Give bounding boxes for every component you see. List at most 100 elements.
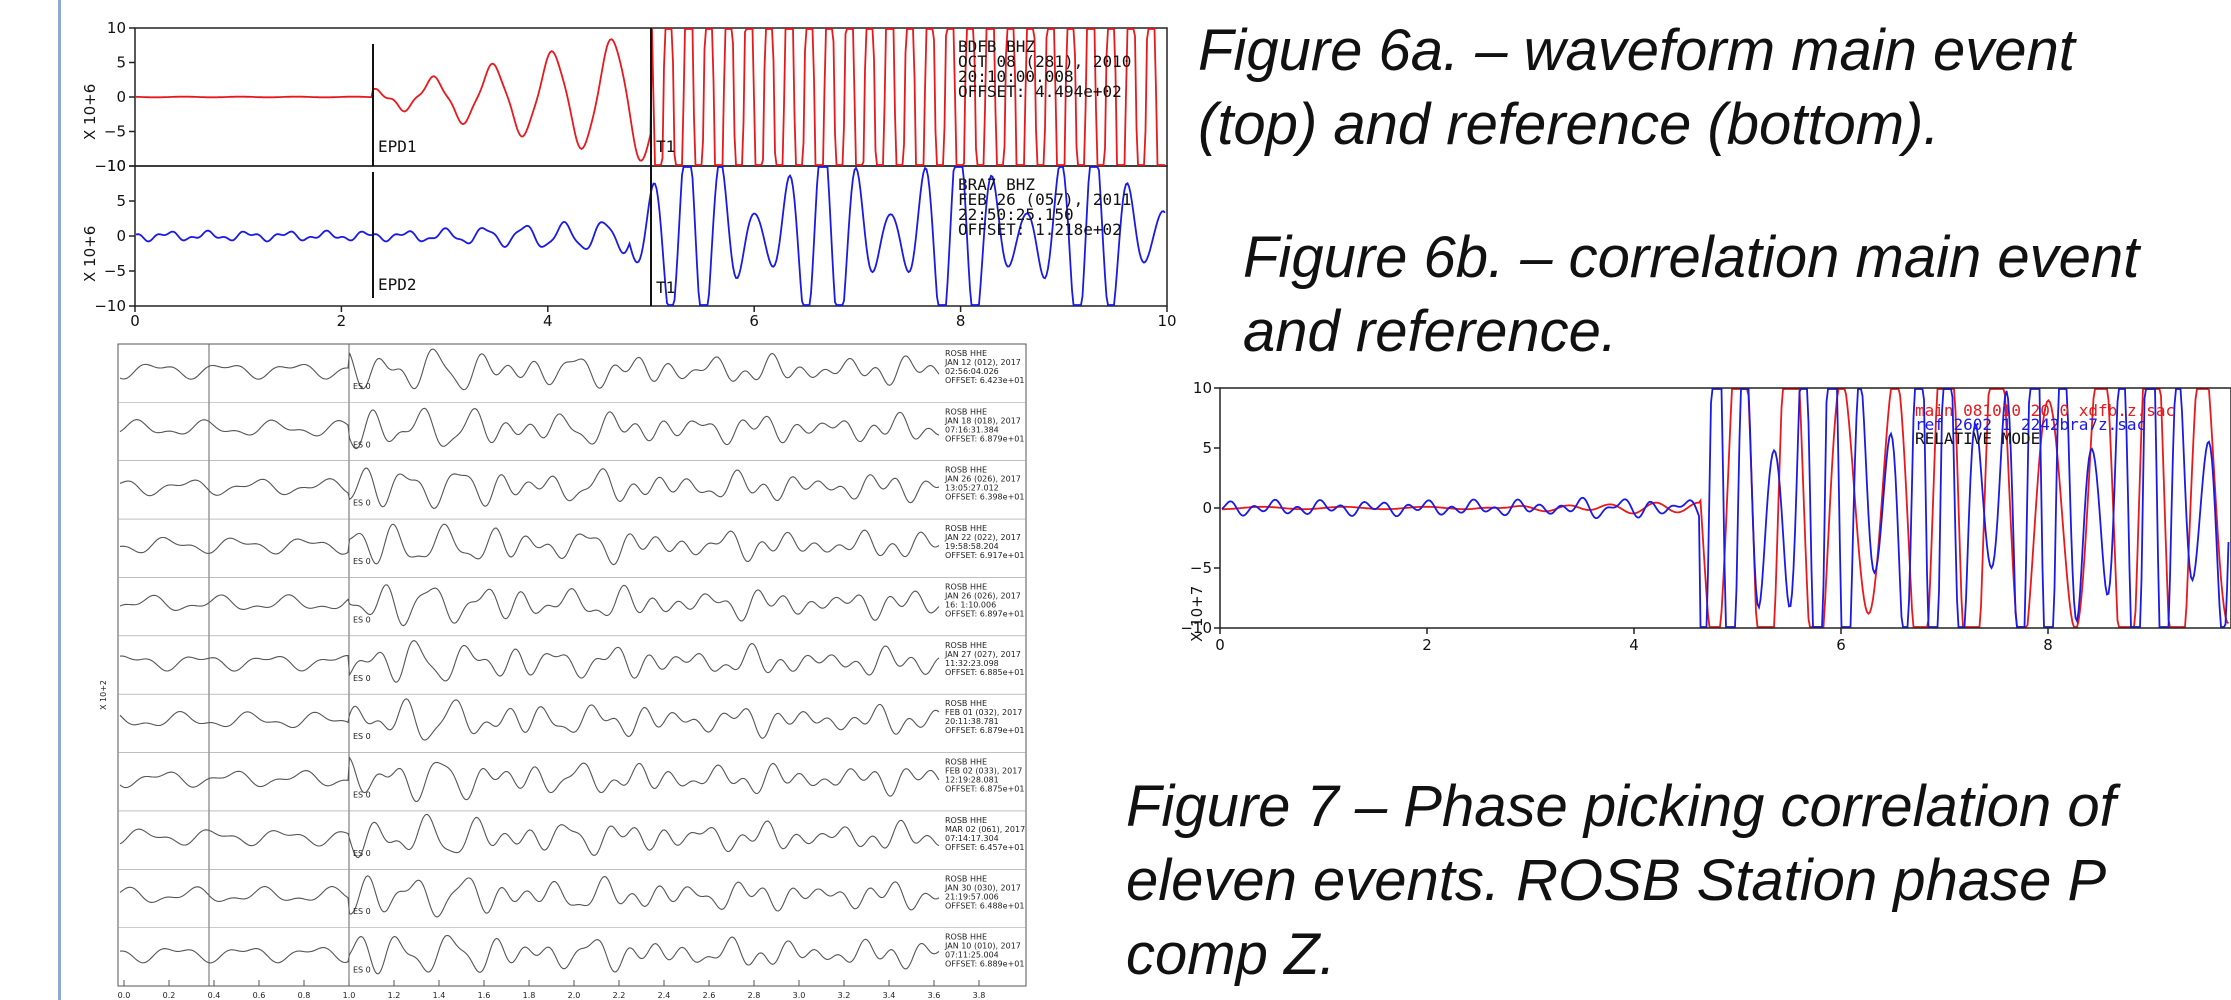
fig6a-y-tick-label: −10 bbox=[94, 297, 126, 315]
fig7-trace-header: ROSB HHE bbox=[945, 349, 987, 358]
fig7-trace bbox=[119, 407, 940, 450]
fig6b-x-tick-label: 8 bbox=[2043, 636, 2053, 654]
fig6a-x-tick-label: 6 bbox=[749, 312, 759, 330]
fig7-trace-header: ROSB HHE bbox=[945, 407, 987, 416]
fig7-trace bbox=[119, 875, 940, 918]
fig7-trace-header: OFFSET: 6.457e+01 bbox=[945, 843, 1024, 852]
fig6b-x-tick-label: 6 bbox=[1836, 636, 1846, 654]
fig7-trace-header: OFFSET: 6.889e+01 bbox=[945, 960, 1024, 969]
fig7-pick-label: ES 0 bbox=[353, 790, 371, 799]
figure-7-caption-line-2: eleven events. ROSB Station phase P bbox=[1126, 848, 2107, 913]
fig7-pick-label: ES 0 bbox=[353, 732, 371, 741]
fig7-trace bbox=[119, 698, 940, 741]
fig7-x-tick-label: 1.6 bbox=[478, 991, 491, 1000]
fig6a-bottom-pick-label-2: T1 bbox=[656, 278, 675, 297]
fig7-pick-label: ES 0 bbox=[353, 440, 371, 449]
fig7-x-tick-label: 2.4 bbox=[658, 991, 671, 1000]
fig7-trace-header: FEB 02 (033), 2017 bbox=[945, 767, 1022, 776]
fig7-pick-label: ES 0 bbox=[353, 557, 371, 566]
fig6b-y-scale-label: X 10+7 bbox=[1188, 586, 1206, 642]
fig7-x-tick-label: 1.4 bbox=[433, 991, 446, 1000]
figure-6a-caption-line-1: Figure 6a. – waveform main event bbox=[1198, 18, 2075, 83]
fig7-trace-header: JAN 26 (026), 2017 bbox=[944, 475, 1021, 484]
fig7-x-tick-label: 0.4 bbox=[208, 991, 221, 1000]
fig6b-ref-trace bbox=[1221, 388, 2230, 628]
fig6a-top-header-time: 20:10:00.008 bbox=[958, 67, 1074, 86]
fig7-trace-header: 19:58:58.204 bbox=[945, 542, 999, 551]
fig6a-x-tick-label: 8 bbox=[956, 312, 966, 330]
fig7-x-tick-label: 3.2 bbox=[838, 991, 851, 1000]
fig6a-top-pick-label-2: T1 bbox=[656, 137, 675, 156]
fig7-x-tick-label: 2.8 bbox=[748, 991, 761, 1000]
fig7-trace-header: JAN 26 (026), 2017 bbox=[944, 591, 1021, 600]
fig6b-y-tick-label: 0 bbox=[1202, 499, 1212, 517]
fig7-y-scale-label: X 10+2 bbox=[99, 680, 108, 710]
fig6a-bottom-header-station: BRA7 BHZ bbox=[958, 175, 1035, 194]
fig7-trace-header: OFFSET: 6.875e+01 bbox=[945, 785, 1024, 794]
fig6b-legend-mode: RELATIVE MODE bbox=[1915, 429, 2040, 448]
fig7-x-tick-label: 3.0 bbox=[793, 991, 806, 1000]
fig6b-y-tick-label: −10 bbox=[1180, 619, 1212, 637]
fig7-trace-header: 07:14:17.304 bbox=[945, 834, 999, 843]
fig6b-y-tick-label: 5 bbox=[1202, 439, 1212, 457]
fig7-trace-header: ROSB HHE bbox=[945, 641, 987, 650]
fig7-trace-header: OFFSET: 6.897e+01 bbox=[945, 609, 1024, 618]
fig7-trace bbox=[119, 467, 940, 509]
fig7-trace-header: OFFSET: 6.917e+01 bbox=[945, 551, 1024, 560]
fig7-trace-header: MAR 02 (061), 2017 bbox=[945, 825, 1025, 834]
fig7-trace-header: OFFSET: 6.398e+01 bbox=[945, 493, 1024, 502]
fig7-x-tick-label: 1.8 bbox=[523, 991, 536, 1000]
fig6b-x-tick-label: 4 bbox=[1629, 636, 1639, 654]
fig6a-y-tick-label: 10 bbox=[107, 19, 126, 37]
fig7-x-tick-label: 3.8 bbox=[973, 991, 986, 1000]
fig7-trace bbox=[119, 813, 940, 859]
fig7-x-tick-label: 3.6 bbox=[928, 991, 941, 1000]
fig7-x-axis: 0.0 0.2 0.4 0.6 0.8 1.0 1.2 1.4 1.6 1.8 2.0 2.2 2.4 2… bbox=[118, 980, 986, 1000]
fig6b-legend-main: main 081010 20 0 xdfb.z.sac bbox=[1915, 401, 2175, 420]
fig7-trace-header: ROSB HHE bbox=[945, 699, 987, 708]
fig7-trace-header: OFFSET: 6.879e+01 bbox=[945, 434, 1024, 443]
fig7-x-tick-label: 0.6 bbox=[253, 991, 266, 1000]
fig7-pick-label: ES 0 bbox=[353, 499, 371, 508]
fig7-x-tick-label: 2.6 bbox=[703, 991, 716, 1000]
fig6a-y-tick-label: 5 bbox=[116, 54, 126, 72]
fig7-trace bbox=[119, 934, 940, 975]
fig7-trace-header: JAN 30 (030), 2017 bbox=[944, 883, 1021, 892]
fig7-trace-header: ROSB HHE bbox=[945, 582, 987, 591]
fig7-pick-label: ES 0 bbox=[353, 907, 371, 916]
fig6a-top-header: BDFB BHZ OCT 08 (281), 2010 20:10:00.008… bbox=[958, 37, 1131, 101]
fig7-trace-header: ROSB HHE bbox=[945, 816, 987, 825]
fig6a-y-tick-label: 0 bbox=[116, 88, 126, 106]
fig7-x-tick-label: 3.4 bbox=[883, 991, 896, 1000]
fig7-pick-label: ES 0 bbox=[353, 966, 371, 975]
fig7-trace-header: 16: 1:10.006 bbox=[945, 600, 996, 609]
fig7-trace bbox=[119, 756, 940, 803]
fig6a-bottom-header-time: 22:50:25.150 bbox=[958, 205, 1074, 224]
fig7-trace-header: FEB 01 (032), 2017 bbox=[945, 708, 1022, 717]
fig6a-y-tick-label: 0 bbox=[116, 227, 126, 245]
fig7-x-tick-label: 0.0 bbox=[118, 991, 131, 1000]
fig6b-waveforms bbox=[1221, 388, 2230, 628]
figure-6b-caption-line-1: Figure 6b. – correlation main event bbox=[1243, 225, 2140, 290]
fig6b-x-tick-label: 0 bbox=[1215, 636, 1225, 654]
fig7-x-tick-label: 0.8 bbox=[298, 991, 311, 1000]
fig6a-x-tick-label: 0 bbox=[130, 312, 140, 330]
figure-6a-caption-line-2: (top) and reference (bottom). bbox=[1198, 92, 1940, 157]
fig7-x-tick-label: 2.0 bbox=[568, 991, 581, 1000]
fig7-trace-header: OFFSET: 6.879e+01 bbox=[945, 726, 1024, 735]
fig7-x-tick-label: 1.2 bbox=[388, 991, 401, 1000]
fig7-trace-header: 07:16:31.384 bbox=[945, 425, 999, 434]
fig6a-x-tick-label: 4 bbox=[543, 312, 553, 330]
figure-7-caption-line-3: comp Z. bbox=[1126, 922, 1336, 987]
fig6a-bottom-pick-label-1: EPD2 bbox=[378, 275, 417, 294]
fig7-trace-header: ROSB HHE bbox=[945, 874, 987, 883]
fig7-trace-header: 20:11:38.781 bbox=[945, 717, 999, 726]
fig7-trace bbox=[119, 584, 940, 627]
fig7-trace-header: ROSB HHE bbox=[945, 466, 987, 475]
fig7-trace-header: 21:19:57.006 bbox=[945, 892, 999, 901]
fig7-x-tick-label: 1.0 bbox=[343, 991, 356, 1000]
fig6a-x-tick-label: 2 bbox=[337, 312, 347, 330]
fig7-pick-label: ES 0 bbox=[353, 674, 371, 683]
